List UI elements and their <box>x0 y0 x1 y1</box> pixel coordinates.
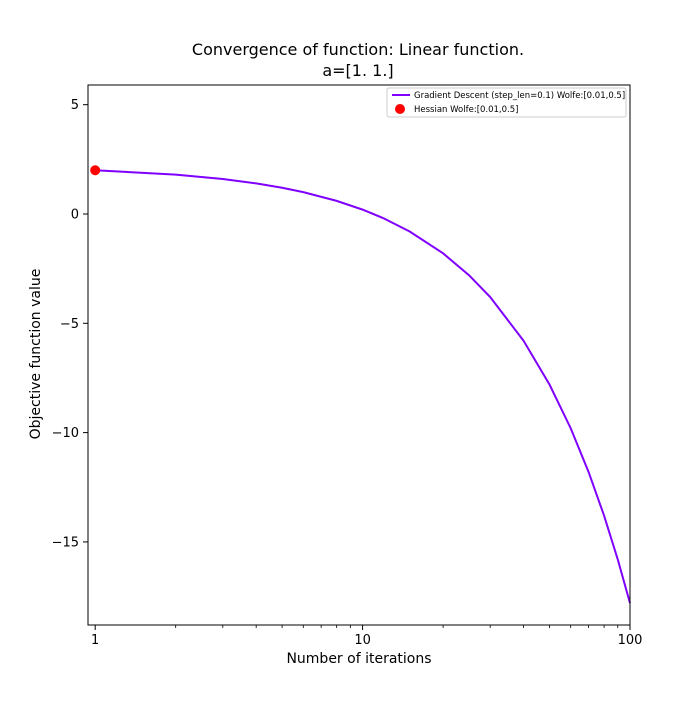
legend-label-gradient-descent: Gradient Descent (step_len=0.1) Wolfe:[0… <box>414 91 625 101</box>
legend-label-hessian: Hessian Wolfe:[0.01,0.5] <box>414 105 518 115</box>
x-axis-label: Number of iterations <box>286 651 431 667</box>
y-axis-label: Objective function value <box>28 269 44 440</box>
legend-box <box>386 87 627 118</box>
series-line-gradient-descent <box>95 169 631 604</box>
y-tick-label: −15 <box>52 535 79 550</box>
y-tick-label: 0 <box>71 207 79 222</box>
y-tick-label: −10 <box>52 426 79 441</box>
y-tick-label: 5 <box>71 98 79 113</box>
x-tick-label: 1 <box>91 633 99 648</box>
legend-dot-swatch <box>395 104 405 114</box>
series-point-hessian <box>90 165 101 176</box>
chart-title: Convergence of function: Linear function… <box>192 40 524 59</box>
y-tick-label: −5 <box>60 317 79 332</box>
plot-frame <box>87 84 631 626</box>
axes: 1 10 100 5 0 −5 −10 −15 <box>52 84 643 648</box>
chart-subtitle: a=[1. 1.] <box>322 61 393 80</box>
legend: Gradient Descent (step_len=0.1) Wolfe:[0… <box>386 87 627 118</box>
x-tick-label: 10 <box>354 633 371 648</box>
plot-area <box>90 165 631 604</box>
x-tick-label: 100 <box>618 633 643 648</box>
